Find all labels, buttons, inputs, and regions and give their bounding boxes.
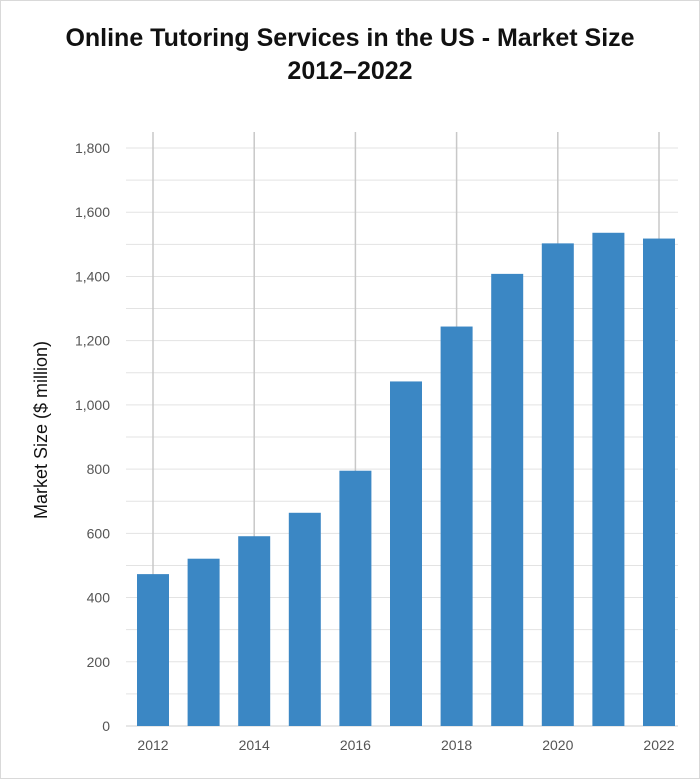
x-tick-label: 2014 — [239, 737, 270, 753]
x-axis-tick-labels: 2012 2014 2016 2018 2020 2022 — [137, 737, 674, 753]
y-axis-label: Market Size ($ million) — [31, 341, 51, 519]
x-tick-label: 2022 — [643, 737, 674, 753]
chart-title-line-2: 2012–2022 — [287, 57, 413, 85]
y-tick-label: 0 — [102, 718, 110, 734]
x-tick-label: 2018 — [441, 737, 472, 753]
bar-2014 — [238, 536, 271, 726]
bar-2017 — [390, 381, 422, 726]
bar-2015 — [288, 512, 321, 726]
bars — [137, 232, 675, 727]
x-tick-label: 2020 — [542, 737, 573, 753]
x-tick-label: 2016 — [340, 737, 371, 753]
bar-2019 — [491, 273, 524, 726]
y-tick-label: 1,200 — [75, 333, 110, 349]
bar-2020 — [541, 243, 574, 726]
y-tick-label: 1,400 — [75, 268, 110, 284]
y-tick-label: 600 — [87, 525, 111, 541]
bar-2013 — [187, 558, 220, 726]
y-axis-tick-labels: 0 200 400 600 800 1,000 1,200 1,400 1,600 1,800 — [75, 140, 110, 734]
bar-2022 — [643, 238, 675, 726]
y-tick-label: 400 — [87, 590, 111, 606]
bar-2012 — [137, 574, 169, 726]
chart-title: Online Tutoring Services in the US - Mar… — [0, 22, 700, 88]
y-tick-label: 1,600 — [75, 204, 110, 220]
y-tick-label: 800 — [87, 461, 111, 477]
y-tick-label: 1,000 — [75, 397, 110, 413]
y-tick-label: 200 — [87, 654, 111, 670]
x-tick-label: 2012 — [137, 737, 168, 753]
bar-2018 — [440, 326, 473, 726]
y-tick-label: 1,800 — [75, 140, 110, 156]
bar-2016 — [339, 470, 372, 726]
chart-title-line-1: Online Tutoring Services in the US - Mar… — [65, 24, 635, 52]
bar-2021 — [592, 232, 625, 727]
